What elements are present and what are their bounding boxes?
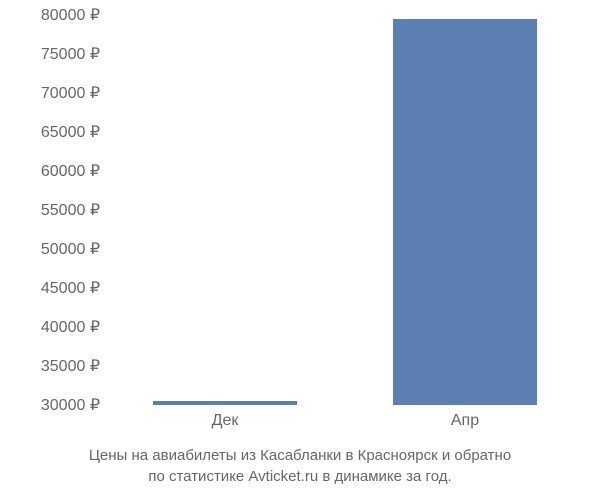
bar-chart: 30000 ₽ 35000 ₽ 40000 ₽ 45000 ₽ 50000 ₽ 55000…	[0, 0, 600, 500]
y-tick-label: 70000 ₽	[41, 83, 100, 103]
y-tick-label: 60000 ₽	[41, 161, 100, 181]
y-tick-label: 30000 ₽	[41, 395, 100, 415]
y-tick-label: 40000 ₽	[41, 317, 100, 337]
y-tick-label: 50000 ₽	[41, 239, 100, 259]
caption-line-2: по статистике Avticket.ru в динамике за …	[148, 468, 451, 485]
bar	[393, 19, 537, 405]
plot-area	[105, 15, 585, 405]
y-tick-label: 45000 ₽	[41, 278, 100, 298]
y-tick-label: 75000 ₽	[41, 44, 100, 64]
y-axis: 30000 ₽35000 ₽40000 ₽45000 ₽50000 ₽55000…	[10, 15, 100, 405]
x-axis: Дек Апр	[105, 410, 585, 440]
caption-line-1: Цены на авиабилеты из Касабланки в Красн…	[89, 447, 511, 464]
y-tick-label: 35000 ₽	[41, 356, 100, 376]
chart-caption: Цены на авиабилеты из Касабланки в Красн…	[0, 445, 600, 487]
y-tick-label: 55000 ₽	[41, 200, 100, 220]
y-tick-label: 65000 ₽	[41, 122, 100, 142]
x-tick-label: Апр	[451, 412, 479, 430]
y-tick-label: 80000 ₽	[41, 5, 100, 25]
bar	[153, 401, 297, 405]
x-tick-label: Дек	[212, 412, 239, 430]
